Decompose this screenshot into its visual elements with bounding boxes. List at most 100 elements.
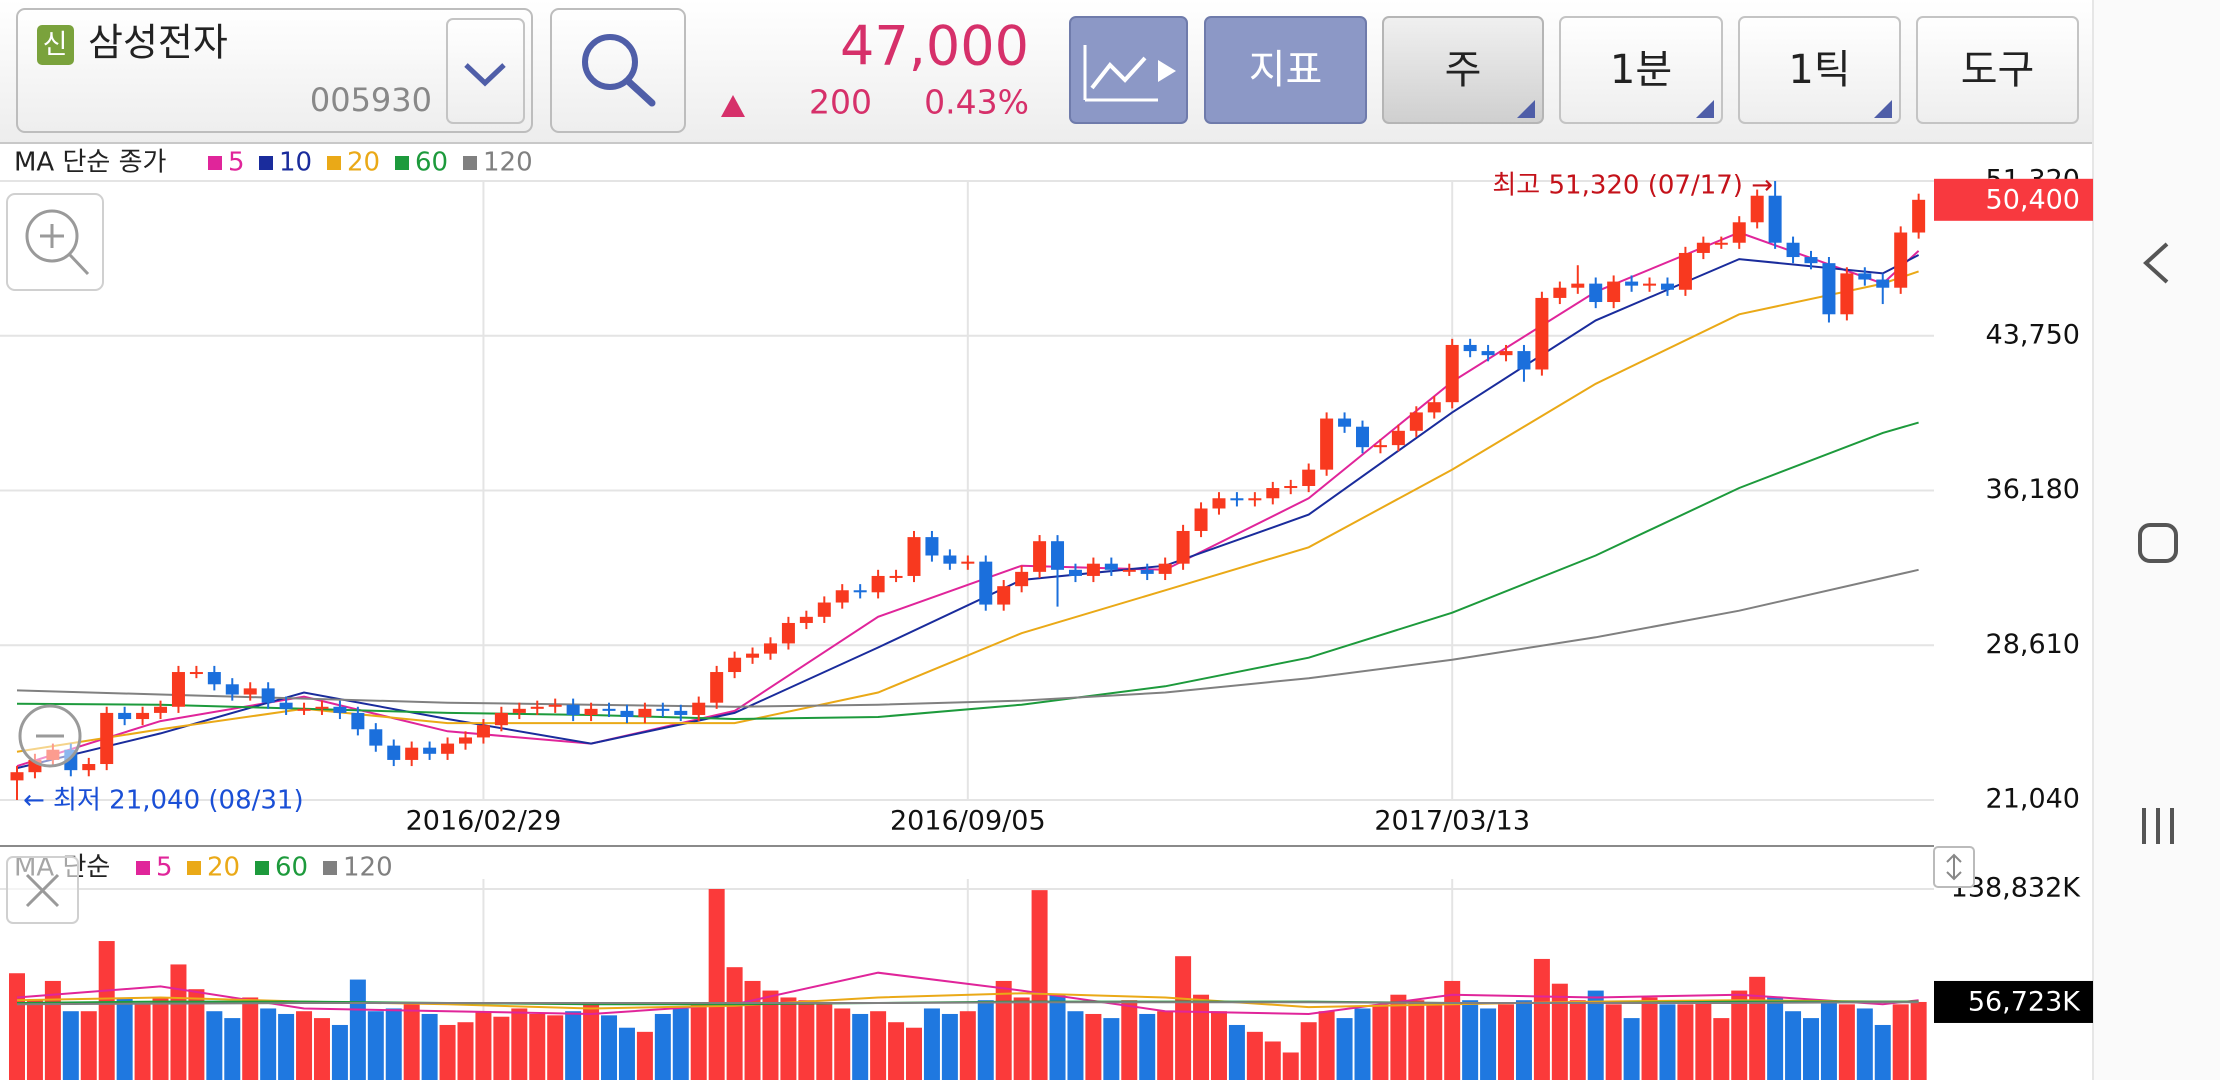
candle-body — [1266, 488, 1280, 499]
button-label: 지표 — [1249, 47, 1323, 93]
volume-bar — [1139, 1013, 1156, 1080]
volume-bar — [1175, 956, 1192, 1080]
nav-back[interactable] — [2143, 242, 2169, 284]
candle-body — [279, 702, 293, 709]
candle-body — [1553, 287, 1567, 298]
volume-bar — [780, 997, 797, 1080]
close-icon — [25, 873, 60, 908]
volume-bar — [206, 1011, 223, 1080]
ma-line — [16, 421, 1919, 721]
volume-bar — [457, 1022, 474, 1080]
candle-body — [1894, 232, 1908, 288]
ma-line — [16, 1001, 1919, 1006]
volume-bar — [1605, 1004, 1622, 1080]
candle-body — [1840, 273, 1854, 315]
chart-icon-axes — [1083, 45, 1158, 102]
zoom-in[interactable] — [6, 193, 104, 291]
candle-body — [835, 590, 849, 603]
close-volume[interactable] — [6, 856, 79, 924]
volume-bar — [762, 990, 779, 1080]
volume-bar — [1803, 1018, 1819, 1080]
button-box[interactable] — [1916, 16, 2079, 124]
stock-selector[interactable]: 신 삼성전자 005930 — [16, 8, 533, 133]
change: 200 — [809, 83, 872, 122]
nav-home[interactable] — [2138, 523, 2178, 563]
volume-bar — [1193, 994, 1210, 1080]
volume-bar — [1551, 983, 1568, 1080]
candle-body — [889, 575, 903, 578]
chart-type-button[interactable] — [1069, 16, 1188, 124]
volume-bar — [798, 1000, 815, 1080]
candle-body — [333, 706, 347, 713]
volume-bar — [1300, 1022, 1317, 1080]
legend-label: 120 — [343, 853, 393, 883]
button-box[interactable] — [1738, 16, 1901, 124]
toolbar-button[interactable]: 1분 — [1559, 16, 1723, 124]
stock-name: 삼성전자 — [88, 21, 228, 65]
candle-body — [656, 708, 670, 711]
volume-bar — [959, 1011, 976, 1080]
candle-body — [817, 602, 831, 617]
button-label: 1틱 — [1788, 47, 1850, 93]
candle-body — [1517, 351, 1531, 370]
toolbar-button[interactable]: 도구 — [1916, 16, 2079, 124]
legend-swatch — [395, 156, 409, 170]
volume-bar — [44, 980, 61, 1080]
button-box[interactable] — [1204, 16, 1367, 124]
candle-body — [512, 708, 526, 713]
legend-swatch — [255, 861, 269, 875]
candle-body — [1499, 351, 1513, 356]
candle-body — [961, 561, 975, 564]
volume-bar — [834, 1008, 851, 1080]
up-arrow — [721, 95, 745, 117]
volume-bar — [116, 997, 133, 1080]
stock-box[interactable] — [16, 8, 533, 133]
volume-bar — [62, 1011, 79, 1080]
chart-type-box[interactable] — [1069, 16, 1188, 124]
annotation: ← 최저 21,040 (08/31) — [23, 786, 304, 816]
toolbar-button[interactable]: 지표 — [1204, 16, 1367, 124]
candle-body — [1391, 430, 1405, 446]
volume-bar — [9, 973, 25, 1080]
candle-body — [710, 672, 724, 703]
search-button[interactable] — [550, 8, 686, 133]
zoom-out[interactable] — [18, 704, 82, 768]
button-box[interactable] — [1559, 16, 1723, 124]
ma-line — [16, 231, 1920, 768]
y-tick-label: 21,040 — [1986, 784, 2080, 815]
volume-bar — [1318, 1011, 1335, 1080]
button-box[interactable] — [1382, 16, 1544, 124]
volume-bar — [1892, 1004, 1909, 1080]
volume-bar — [1856, 1008, 1873, 1080]
dropdown-button[interactable] — [446, 18, 525, 124]
candle-body — [692, 702, 706, 715]
legend-title: MA 단순 종가 — [14, 148, 167, 178]
candle-body — [118, 712, 132, 720]
volume-bar — [906, 1027, 922, 1080]
volume-bar — [1049, 994, 1066, 1080]
candle-body — [1481, 351, 1495, 356]
nav-recent[interactable] — [2142, 808, 2174, 844]
legend-label: 10 — [279, 148, 312, 178]
volume-bar — [852, 1013, 869, 1080]
candle-body — [405, 747, 419, 760]
button-label: 주 — [1445, 47, 1482, 93]
volume-bar — [1246, 1031, 1263, 1080]
current-volume-box — [1934, 980, 2093, 1023]
candle-body — [1643, 283, 1657, 286]
candle-body — [728, 657, 742, 673]
candle-body — [1338, 418, 1352, 427]
candle-body — [261, 688, 275, 703]
candle-body — [1589, 283, 1603, 303]
volume-bar — [152, 997, 169, 1080]
toolbar-button[interactable]: 주 — [1382, 16, 1544, 124]
zoom-in-box[interactable] — [6, 193, 104, 291]
search-box[interactable] — [550, 8, 686, 133]
toolbar-button[interactable]: 1틱 — [1738, 16, 1901, 124]
resize-handle[interactable] — [1933, 846, 1975, 888]
x-tick-label: 2016/02/29 — [406, 806, 562, 837]
candle-body — [871, 575, 885, 593]
candle-body — [1194, 508, 1208, 531]
candle-body — [1768, 195, 1782, 243]
